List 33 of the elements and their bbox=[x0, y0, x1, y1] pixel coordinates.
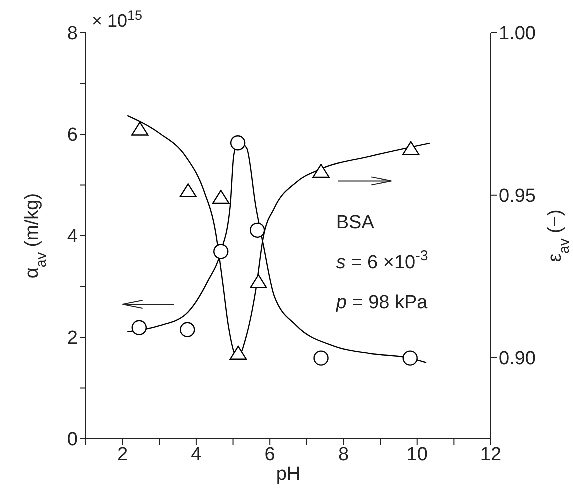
point bbox=[132, 320, 147, 336]
point bbox=[402, 141, 420, 156]
y2-tick-label: 0.90 bbox=[499, 348, 536, 370]
point bbox=[212, 190, 230, 204]
point bbox=[250, 274, 268, 288]
point bbox=[214, 244, 229, 260]
x-axis-title: pH bbox=[276, 464, 301, 485]
point bbox=[314, 350, 329, 366]
point bbox=[312, 164, 330, 178]
x-tick-label: 12 bbox=[480, 444, 502, 466]
annotation: s = 6 ×10$^{-3}$ bbox=[336, 248, 428, 274]
y2-tick-label: 0.95 bbox=[499, 186, 536, 208]
y-tick-label: 6 bbox=[67, 125, 78, 146]
point bbox=[180, 184, 197, 198]
annotation: p = 98 kPa bbox=[335, 292, 428, 314]
point bbox=[250, 222, 266, 238]
y-tick-label: 2 bbox=[67, 328, 78, 350]
y-tick-label: 8 bbox=[67, 24, 78, 45]
y2-tick-label: 1.00 bbox=[499, 24, 536, 45]
point bbox=[132, 122, 149, 136]
x-tick-label: 8 bbox=[338, 444, 350, 466]
point bbox=[230, 136, 246, 151]
x-tick-label: 4 bbox=[191, 444, 202, 466]
text: × 10$^{15}$ bbox=[92, 8, 143, 31]
point bbox=[180, 322, 196, 338]
y-tick-label: 4 bbox=[67, 226, 78, 248]
x-tick-label: 10 bbox=[406, 444, 428, 466]
x-tick-label: 6 bbox=[264, 444, 276, 466]
annotation: BSA bbox=[336, 212, 375, 234]
y-tick-label: 0 bbox=[67, 430, 78, 451]
point bbox=[230, 346, 248, 360]
point bbox=[402, 350, 418, 366]
x-tick-label: 2 bbox=[118, 444, 128, 466]
